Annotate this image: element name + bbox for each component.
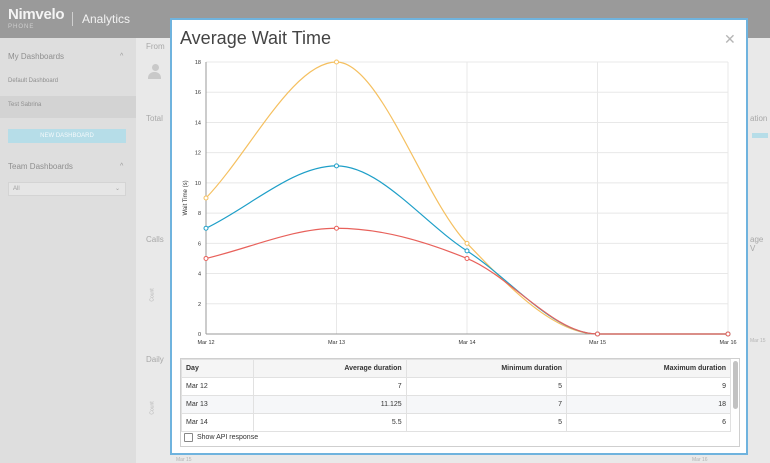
cell-day: Mar 14 xyxy=(181,413,254,432)
table-row: Mar 14 5.5 5 6 xyxy=(181,413,731,432)
y-tick-label: 14 xyxy=(195,120,201,126)
cell-average: 11.125 xyxy=(253,395,407,414)
bg-tick-mar15: Mar 15 xyxy=(176,457,192,463)
cell-average: 5.5 xyxy=(253,413,407,432)
x-tick-label: Mar 15 xyxy=(589,340,606,346)
x-tick-label: Mar 12 xyxy=(197,340,214,346)
cell-maximum: 9 xyxy=(566,377,731,396)
show-api-response-toggle[interactable]: Show API response xyxy=(184,433,258,442)
data-table-container: Day Average duration Minimum duration Ma… xyxy=(180,358,740,447)
cell-minimum: 7 xyxy=(405,395,568,414)
y-tick-label: 18 xyxy=(195,60,201,66)
wait-time-modal: Average Wait Time ✕ 0 2 4 6 8 10 12 14 16 18 Mar … xyxy=(170,18,748,455)
my-dashboards-heading[interactable]: My Dashboards xyxy=(8,52,65,61)
data-table: Day Average duration Minimum duration Ma… xyxy=(181,359,731,432)
sidebar: My Dashboards ^ Default Dashboard Test S… xyxy=(0,38,136,463)
cell-maximum: 6 xyxy=(566,413,731,432)
calls-label: Calls xyxy=(146,235,164,244)
data-point xyxy=(334,163,339,169)
y-tick-label: 0 xyxy=(198,332,201,338)
column-header-day[interactable]: Day xyxy=(181,359,254,378)
column-header-average[interactable]: Average duration xyxy=(253,359,407,378)
app-logo-subtitle: PHONE xyxy=(8,24,35,30)
data-point xyxy=(464,240,470,246)
cell-minimum: 5 xyxy=(405,413,568,432)
header-divider xyxy=(72,12,73,26)
y-tick-label: 6 xyxy=(198,241,201,247)
avatar-icon xyxy=(148,64,162,82)
y-tick-label: 16 xyxy=(195,90,201,96)
sidebar-item-test-sabrina[interactable]: Test Sabrina xyxy=(0,96,136,118)
right-widget-label: ation xyxy=(750,114,768,123)
data-point xyxy=(203,195,209,201)
x-tick-label: Mar 16 xyxy=(719,340,736,346)
chevron-down-icon: ⌄ xyxy=(114,186,120,192)
y-tick-label: 8 xyxy=(198,211,201,217)
cell-day: Mar 13 xyxy=(181,395,254,414)
count-axis-label: Count xyxy=(149,288,156,302)
right-widget-bar xyxy=(752,133,768,138)
bg-tick-mar16: Mar 16 xyxy=(692,457,708,463)
data-point xyxy=(203,225,209,231)
data-point xyxy=(464,255,470,261)
data-point xyxy=(203,255,209,261)
cell-maximum: 18 xyxy=(566,395,731,414)
table-header-row: Day Average duration Minimum duration Ma… xyxy=(181,359,731,378)
show-api-response-checkbox[interactable] xyxy=(184,433,193,442)
y-tick-label: 12 xyxy=(195,151,201,157)
right-widget-label: age V xyxy=(750,235,764,253)
show-api-response-label: Show API response xyxy=(197,434,259,441)
data-point xyxy=(334,59,339,65)
cell-minimum: 5 xyxy=(405,377,568,396)
cell-day: Mar 12 xyxy=(181,377,254,396)
from-label: From xyxy=(146,42,165,51)
data-point xyxy=(595,331,600,337)
total-label: Total xyxy=(146,114,163,123)
close-icon[interactable]: ✕ xyxy=(724,31,736,47)
wait-time-chart: 0 2 4 6 8 10 12 14 16 18 Mar 12 Mar 13 Mar 14 Mar 15… xyxy=(183,59,737,346)
table-row: Mar 12 7 5 9 xyxy=(181,377,731,396)
column-header-minimum[interactable]: Minimum duration xyxy=(405,359,568,378)
new-dashboard-button[interactable]: NEW DASHBOARD xyxy=(8,129,126,143)
x-tick-label: Mar 13 xyxy=(328,340,345,346)
y-tick-label: 2 xyxy=(198,302,201,308)
data-point xyxy=(464,248,470,254)
chevron-up-icon[interactable]: ^ xyxy=(120,53,124,60)
team-select-value: All xyxy=(13,186,20,192)
table-row: Mar 13 11.125 7 18 xyxy=(181,395,731,414)
bg-tick-mar15: Mar 15 xyxy=(750,338,766,344)
team-dashboards-heading[interactable]: Team Dashboards xyxy=(8,162,73,171)
sidebar-item-default-dashboard[interactable]: Default Dashboard xyxy=(8,78,59,84)
app-name: Analytics xyxy=(82,12,131,26)
count-axis-label: Count xyxy=(149,401,156,415)
y-axis-label: Wait Time (s) xyxy=(183,180,189,215)
cell-average: 7 xyxy=(253,377,407,396)
modal-title: Average Wait Time xyxy=(180,28,332,48)
app-logo[interactable]: Nimvelo xyxy=(8,6,65,23)
data-point xyxy=(725,331,731,337)
chevron-up-icon[interactable]: ^ xyxy=(120,163,124,170)
x-tick-label: Mar 14 xyxy=(458,340,475,346)
table-scrollbar[interactable] xyxy=(733,361,738,409)
y-tick-label: 4 xyxy=(198,272,201,278)
column-header-maximum[interactable]: Maximum duration xyxy=(566,359,731,378)
data-point xyxy=(334,225,339,231)
daily-label: Daily xyxy=(146,355,164,364)
team-select[interactable]: All ⌄ xyxy=(8,182,126,196)
y-tick-label: 10 xyxy=(195,181,201,187)
